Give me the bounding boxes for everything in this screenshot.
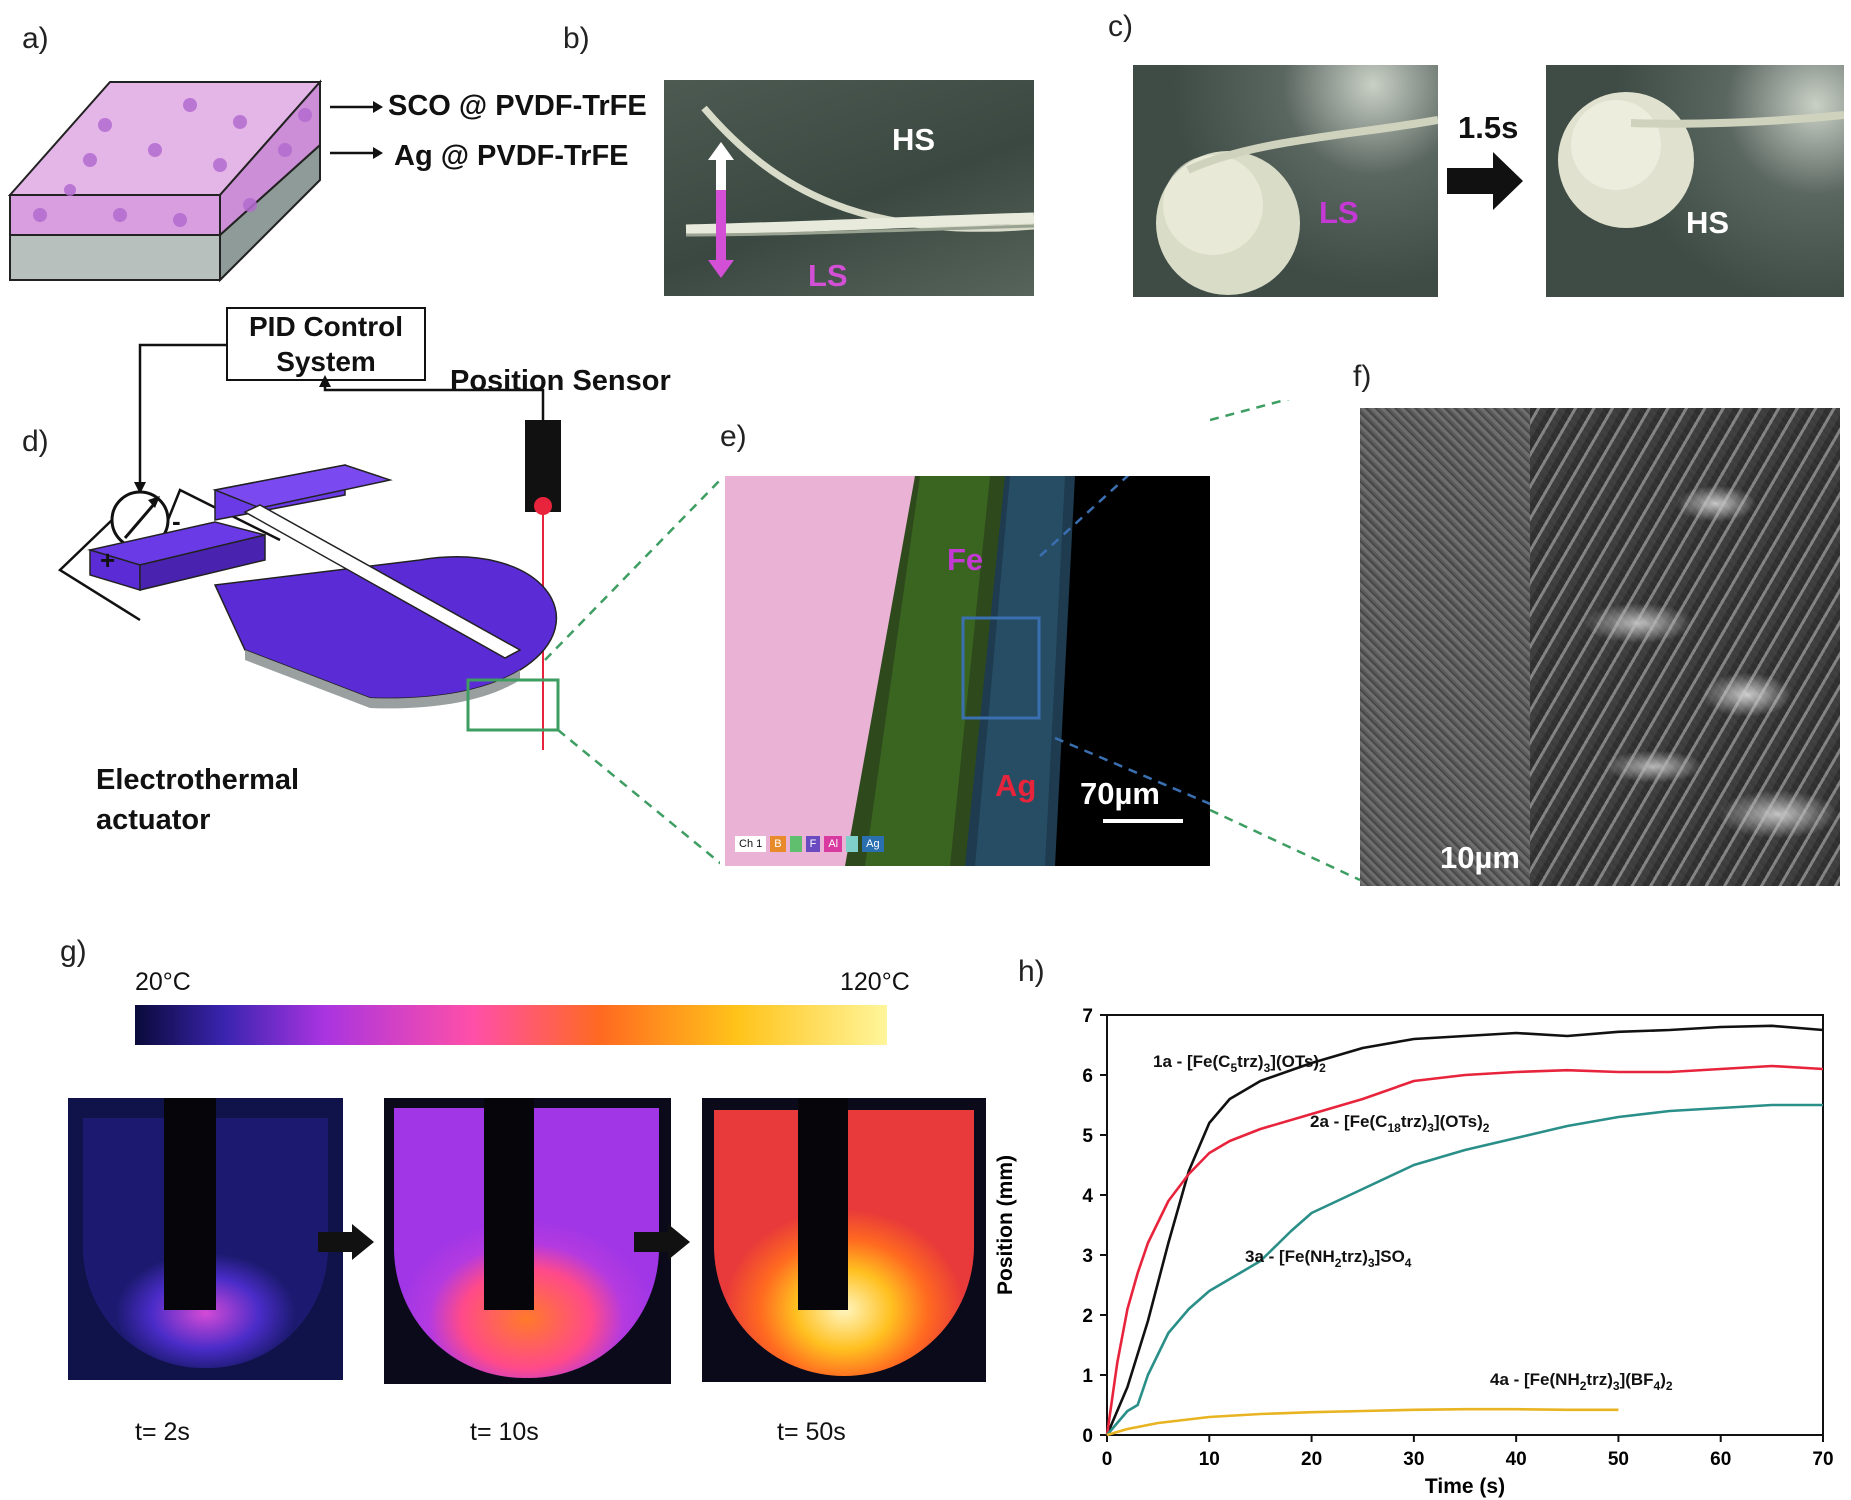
tmin-label: 20°C [135, 968, 191, 996]
y-tick-label: 6 [1082, 1066, 1093, 1087]
series-label-1: 1a - [Fe(C5trz)3](OTs)2 [1153, 1052, 1326, 1075]
scale-bar-f: 10µm [1440, 840, 1520, 875]
y-tick-label: 3 [1082, 1246, 1093, 1267]
lift-photo-before: LS [1133, 65, 1438, 297]
panel-label-d: d) [22, 425, 49, 458]
hs-label-b: HS [892, 122, 936, 157]
thermal-image-10s [384, 1098, 671, 1384]
thermal-arrow-1 [318, 1224, 374, 1260]
time-label-2s: t= 2s [135, 1418, 190, 1446]
legend-ag: Ag [862, 836, 884, 852]
series-line-3 [1106, 1103, 1823, 1436]
layer-ag-label: Ag @ PVDF-TrFE [394, 140, 629, 172]
pid-label: PID Control System [249, 311, 403, 377]
legend-s [846, 836, 859, 852]
time-label-50s: t= 50s [777, 1418, 846, 1446]
lift-photo-after: HS [1546, 65, 1844, 297]
tmax-label: 120°C [840, 968, 910, 996]
x-tick-label: 70 [1812, 1449, 1833, 1470]
bending-photo: HS LS [664, 80, 1034, 296]
series-line-4 [1106, 1407, 1619, 1437]
ls-label-b: LS [808, 258, 848, 293]
x-tick-label: 60 [1710, 1449, 1731, 1470]
thermal-arrow-2 [634, 1224, 690, 1260]
color-scale-bar [135, 1005, 887, 1045]
panel-label-g: g) [60, 935, 87, 968]
legend-c [789, 836, 802, 852]
legend-ch1: Ch 1 [735, 836, 767, 852]
series-line-2 [1105, 1064, 1824, 1436]
sem-image: 10µm [1360, 408, 1840, 886]
plot-frame [1106, 1014, 1824, 1436]
x-tick-label: 20 [1301, 1449, 1322, 1470]
edx-legend: Ch 1 B F Al Ag [735, 836, 884, 852]
y-tick-label: 4 [1082, 1186, 1093, 1207]
x-axis-label: Time (s) [1425, 1475, 1505, 1498]
scale-bar-e: 70µm [1080, 776, 1160, 811]
y-tick-label: 2 [1082, 1306, 1093, 1327]
legend-al: Al [824, 836, 843, 852]
actuator-label: Electrothermal actuator [96, 764, 300, 836]
panel-label-b: b) [563, 22, 590, 55]
panel-label-h: h) [1018, 955, 1045, 988]
x-tick-label: 10 [1199, 1449, 1220, 1470]
hs-label-c: HS [1686, 205, 1730, 240]
panel-label-c: c) [1108, 10, 1133, 43]
position-time-chart: 0 10 20 30 40 50 60 70 0 1 2 3 4 5 6 7 1a - [Fe(C5trz)3… [994, 1006, 1834, 1498]
ls-label-c: LS [1319, 195, 1359, 230]
panel-label-a: a) [22, 22, 49, 55]
series-line-1 [1105, 1024, 1824, 1436]
time-label-10s: t= 10s [470, 1418, 539, 1446]
layer-stack-diagram [7, 79, 323, 283]
series-label-2: 2a - [Fe(C18trz)3](OTs)2 [1310, 1112, 1490, 1135]
plus-sign: + [100, 545, 116, 575]
panel-label-f: f) [1353, 360, 1372, 393]
y-tick-label: 7 [1082, 1006, 1093, 1027]
edx-map: Fe Ag 70µm Ch 1 B F Al Ag [725, 476, 1210, 866]
e-to-f-dashes [1210, 808, 1361, 882]
layer-sco-label: SCO @ PVDF-TrFE [388, 90, 647, 122]
x-tick-label: 50 [1608, 1449, 1629, 1470]
y-tick-label: 1 [1082, 1366, 1093, 1387]
ag-label: Ag [995, 768, 1037, 803]
time-arrow [1447, 152, 1523, 210]
series-label-3: 3a - [Fe(NH2trz)3]SO4 [1245, 1247, 1412, 1270]
actuator-diagram [57, 343, 720, 865]
time-label-c: 1.5s [1458, 110, 1519, 145]
y-tick-label: 5 [1082, 1126, 1093, 1147]
thermal-image-50s [702, 1098, 986, 1382]
y-tick-label: 0 [1082, 1426, 1093, 1447]
panel-label-e: e) [720, 420, 747, 453]
legend-f: F [805, 836, 821, 852]
thermal-image-2s [68, 1098, 343, 1380]
y-axis-label: Position (mm) [994, 1155, 1017, 1295]
x-tick-label: 40 [1506, 1449, 1527, 1470]
series-label-4: 4a - [Fe(NH2trz)3](BF4)2 [1490, 1370, 1673, 1393]
x-tick-label: 0 [1102, 1449, 1113, 1470]
minus-sign: - [172, 506, 181, 536]
x-tick-label: 30 [1403, 1449, 1424, 1470]
layer-arrows [330, 101, 383, 159]
position-sensor-label: Position Sensor [450, 365, 671, 397]
fe-label: Fe [947, 542, 984, 577]
legend-b: B [770, 836, 786, 852]
